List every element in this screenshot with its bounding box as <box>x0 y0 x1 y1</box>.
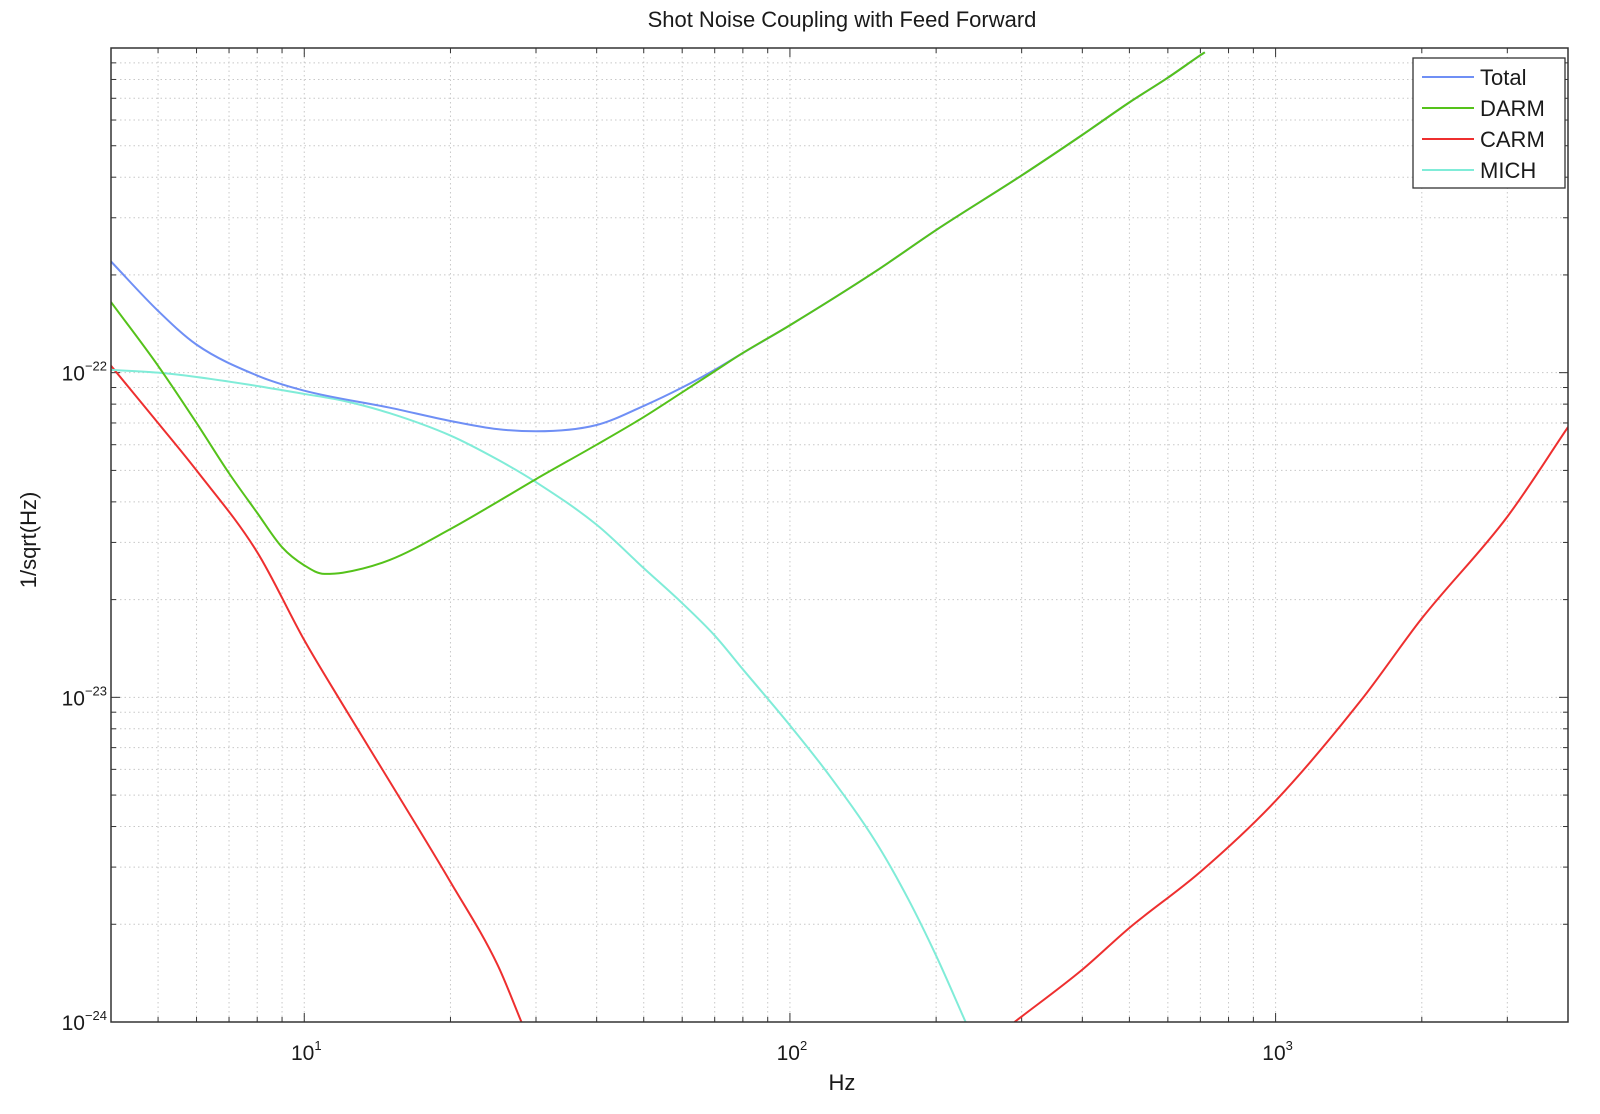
legend-box <box>1412 57 1566 189</box>
series-line-darm <box>111 51 1206 575</box>
plot-area-frame <box>110 47 1569 1023</box>
y-tick-label: 10−24 <box>62 1008 107 1035</box>
legend: Total DARM CARM MICH <box>1412 57 1566 189</box>
legend-label-total: Total <box>1480 65 1526 90</box>
series-lines <box>111 51 1568 1022</box>
x-tick-label: 102 <box>777 1038 808 1065</box>
y-tick-label: 10−23 <box>62 683 107 710</box>
series-line-carm <box>111 365 523 1022</box>
grid <box>111 48 1568 1022</box>
x-axis-label: Hz <box>829 1070 856 1095</box>
legend-label-carm: CARM <box>1480 127 1545 152</box>
legend-label-mich: MICH <box>1480 158 1536 183</box>
y-tick-label: 10−22 <box>62 359 107 386</box>
x-tick-label: 101 <box>291 1038 322 1065</box>
series-line-mich <box>111 368 967 1022</box>
x-tick-label: 103 <box>1262 1038 1293 1065</box>
series-line-carm <box>1013 426 1568 1022</box>
legend-label-darm: DARM <box>1480 96 1545 121</box>
y-axis-label: 1/sqrt(Hz) <box>16 492 41 589</box>
series-line-total <box>111 51 1206 433</box>
chart-title: Shot Noise Coupling with Feed Forward <box>648 7 1037 32</box>
axis-ticks: 101 102 103 10−22 10−23 10−24 <box>62 48 1568 1065</box>
